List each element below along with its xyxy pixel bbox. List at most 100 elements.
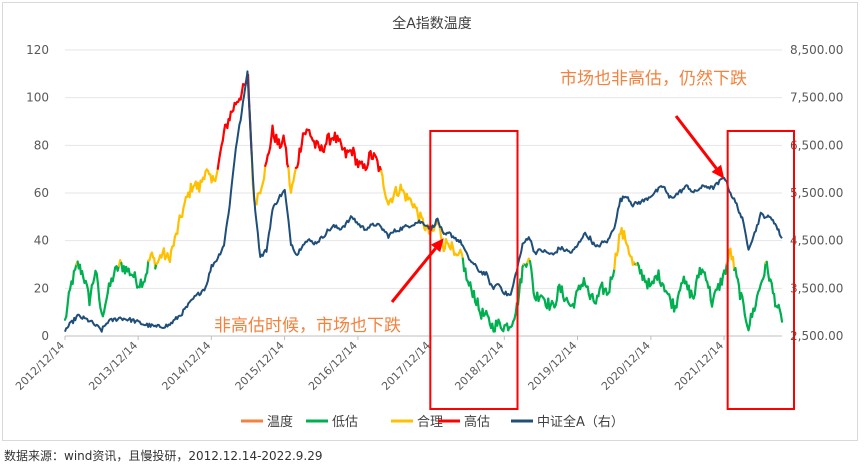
temperature-segment — [679, 282, 683, 291]
y-right-tick-label: 7,500.00 — [790, 91, 843, 105]
temperature-segment — [766, 271, 771, 282]
temperature-segment — [415, 206, 419, 217]
temperature-segment — [675, 296, 679, 309]
temperature-segment — [520, 265, 524, 284]
temperature-segment — [464, 267, 468, 281]
temperature-segment — [65, 303, 69, 318]
temperature-chart: 全A指数温度 0 20 40 60 80 100 120 2,500.00 3,500.00 4,5… — [13, 15, 843, 430]
temperature-segment — [228, 110, 232, 122]
temperature-segment — [720, 273, 725, 286]
legend-label: 低估 — [332, 415, 358, 430]
temperature-segment — [216, 159, 221, 170]
temperature-segment — [96, 282, 101, 300]
temperature-segment — [469, 281, 473, 291]
temperature-segment — [240, 83, 245, 94]
y-left-tick-label: 120 — [26, 43, 49, 57]
source-note: 数据来源：wind资讯，且慢投研，2012.12.14-2022.9.29 — [4, 449, 323, 463]
temperature-segment — [222, 123, 227, 133]
temperature-segment — [381, 174, 385, 188]
temperature-segment — [287, 166, 291, 187]
chart-title: 全A指数温度 — [392, 15, 472, 32]
temperature-segment — [616, 233, 621, 252]
y-right-tick-label: 6,500.00 — [790, 138, 843, 152]
temperature-segment — [582, 277, 587, 286]
temperature-segment — [255, 192, 259, 206]
temperature-segment — [754, 295, 759, 307]
annotation-arrow-head — [711, 164, 725, 179]
temperature-segment — [613, 252, 617, 271]
temperature-segment — [277, 138, 282, 149]
temperature-segment — [172, 235, 176, 247]
temperature-segment — [66, 291, 70, 306]
temperature-segment — [239, 91, 243, 101]
temperature-segment — [528, 260, 533, 270]
y-right-tick-label: 5,500.00 — [790, 186, 843, 200]
temperature-segment — [198, 179, 202, 193]
y-left-tick-label: 80 — [34, 138, 49, 152]
temperature-segment — [608, 276, 612, 294]
temperature-segment — [145, 259, 150, 274]
temperature-segment — [292, 172, 296, 183]
temperature-segment — [574, 290, 578, 300]
temperature-segment — [597, 287, 601, 298]
temperature-segment — [217, 151, 222, 162]
temperature-segment — [203, 170, 207, 181]
temperature-segment — [282, 134, 286, 145]
temperature-segment — [265, 154, 269, 163]
temperature-segment — [71, 270, 76, 285]
temperature-segment — [594, 294, 599, 305]
temperature-segment — [623, 230, 627, 242]
temperature-segment — [133, 271, 138, 282]
temperature-segment — [112, 266, 117, 276]
y-left-tick-label: 40 — [34, 234, 49, 248]
temperature-segment — [271, 124, 275, 138]
highlight-box — [726, 130, 795, 410]
index-series-line — [64, 70, 783, 333]
temperature-segment — [708, 285, 712, 302]
temperature-segment — [226, 118, 230, 130]
temperature-segment — [98, 297, 102, 310]
chart-frame — [2, 2, 858, 441]
y-right-tick-label: 8,500.00 — [790, 43, 843, 57]
temperature-segment — [289, 183, 294, 194]
temperature-segment — [770, 282, 775, 295]
temperature-segment — [181, 207, 185, 218]
temperature-segment — [586, 285, 590, 296]
temperature-segment — [476, 297, 480, 311]
annotation-text: 市场也非高估，仍然下跌 — [560, 69, 747, 89]
temperature-segment — [88, 293, 92, 307]
temperature-segment — [176, 221, 180, 235]
highlight-box — [429, 130, 519, 410]
temperature-segment — [438, 227, 443, 240]
temperature-segment — [763, 261, 767, 277]
temperature-segment — [491, 322, 495, 333]
temperature-segment — [626, 245, 631, 255]
legend-label: 高估 — [464, 414, 490, 430]
legend-label: 温度 — [267, 414, 293, 430]
temperature-segment — [612, 267, 616, 277]
temperature-segment — [531, 277, 535, 294]
temperature-segment — [657, 269, 661, 284]
temperature-segment — [369, 150, 373, 160]
temperature-segment — [269, 136, 273, 149]
temperature-segment — [300, 132, 305, 146]
temperature-segment — [591, 292, 595, 302]
temperature-segment — [262, 164, 267, 180]
temperature-segment — [773, 292, 777, 308]
annotation-arrow-shaft — [674, 115, 718, 170]
annotation-arrow-head — [430, 238, 444, 253]
temperature-segment — [89, 283, 93, 296]
temperature-segment — [731, 256, 736, 272]
legend-label: 合理 — [417, 415, 443, 430]
temperature-segment — [693, 281, 698, 296]
temperature-segment — [299, 143, 303, 153]
temperature-segment — [168, 249, 173, 264]
temperature-segment — [779, 313, 784, 323]
temperature-segment — [472, 289, 477, 303]
temperature-segment — [325, 134, 329, 145]
temperature-segment — [95, 272, 100, 285]
y-left-tick-label: 0 — [41, 329, 49, 343]
y-right-tick-label: 4,500.00 — [790, 234, 843, 248]
y-right-tick-label: 2,500.00 — [790, 329, 843, 343]
